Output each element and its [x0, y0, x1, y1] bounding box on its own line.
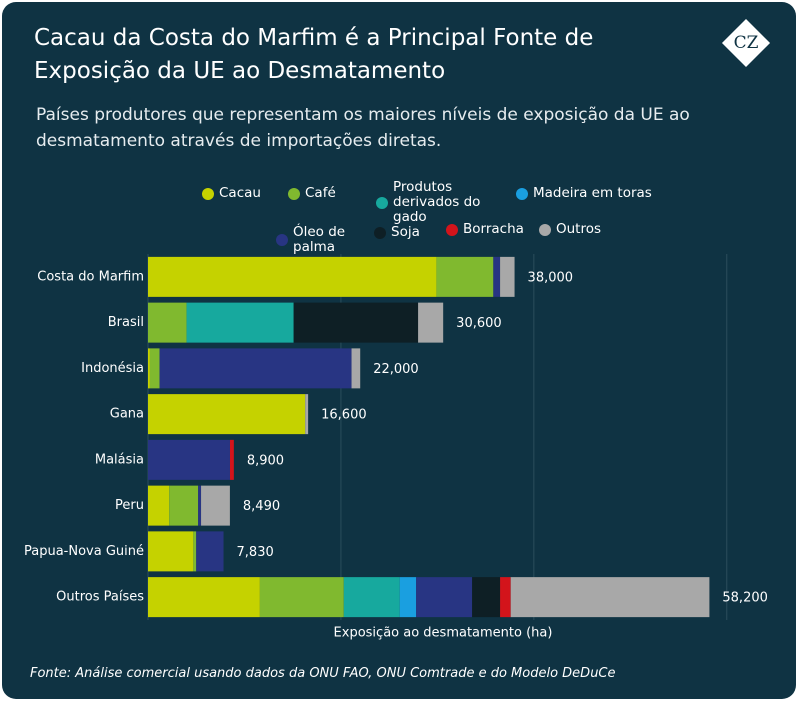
legend-swatch: [276, 234, 288, 246]
legend-item: Cacau: [202, 186, 261, 201]
total-label: 58,200: [722, 591, 768, 606]
legend-swatch: [539, 223, 551, 236]
bar-segment: [148, 348, 150, 389]
y-tick-label: Indonésia: [81, 361, 144, 376]
bar-segment: [169, 485, 199, 526]
bar-segment: [510, 577, 710, 618]
legend-label: Soja: [391, 224, 420, 240]
legend-label: Borracha: [463, 221, 524, 237]
legend-item: Produtos derivados do gado: [376, 180, 493, 225]
bar-segment: [201, 485, 230, 526]
bar-segment: [343, 577, 400, 618]
legend-item: Óleo de palma: [276, 225, 373, 255]
bar-segment: [148, 577, 260, 618]
legend-label: Produtos derivados do gado: [393, 179, 481, 225]
total-label: 22,000: [373, 362, 419, 377]
legend-item: Outros: [539, 222, 601, 237]
bar-segment: [500, 577, 511, 618]
logo-text: CZ: [733, 33, 759, 53]
y-tick-label: Costa do Marfim: [37, 269, 144, 284]
bar-segment: [148, 256, 437, 297]
y-tick-label: Gana: [110, 407, 144, 422]
legend-swatch: [376, 196, 388, 209]
y-tick-label: Outros Países: [56, 590, 144, 605]
bar-segment: [149, 348, 160, 389]
total-label: 38,000: [528, 270, 574, 285]
legend-swatch: [202, 187, 214, 200]
bar-segment: [148, 439, 230, 480]
bar-segment: [436, 256, 494, 297]
bar-segment: [259, 577, 344, 618]
total-label: 7,830: [237, 545, 274, 560]
source: Fonte: Análise comercial usando dados da…: [30, 666, 616, 681]
bar-segment: [229, 439, 234, 480]
legend-label: Madeira em toras: [533, 185, 652, 201]
bar-segment: [159, 348, 352, 389]
legend-swatch: [516, 187, 528, 200]
bar-segment: [193, 531, 197, 572]
bar-segment: [148, 302, 187, 343]
bar-segment: [305, 394, 309, 435]
legend-label: Óleo de palma: [293, 224, 346, 255]
legend-item: Borracha: [446, 222, 524, 237]
bar-segment: [148, 485, 170, 526]
y-tick-label: Malásia: [95, 452, 144, 467]
bar-segment: [500, 256, 515, 297]
total-label: 30,600: [456, 316, 502, 331]
bar-segment: [293, 302, 419, 343]
chart-subtitle: Países produtores que representam os mai…: [36, 105, 690, 151]
x-axis-label: Exposição ao desmatamento (ha): [334, 626, 553, 641]
bar-segment: [148, 531, 194, 572]
total-label: 16,600: [321, 408, 367, 423]
legend-item: Café: [288, 186, 336, 201]
legend-item: Soja: [374, 225, 420, 240]
y-tick-label: Brasil: [108, 315, 144, 330]
chart-title: Cacau da Costa do Marfim é a Principal F…: [34, 25, 594, 84]
bar-segment: [493, 256, 501, 297]
bar-segment: [148, 394, 306, 435]
bar-segment: [416, 577, 473, 618]
legend-swatch: [374, 226, 386, 239]
legend-swatch: [446, 223, 458, 236]
legend-label: Outros: [556, 221, 602, 237]
legend-item: Madeira em toras: [516, 186, 652, 201]
total-label: 8,490: [243, 499, 280, 514]
y-tick-label: Papua-Nova Guiné: [24, 544, 144, 559]
bar-segment: [351, 348, 361, 389]
legend-swatch: [288, 187, 300, 200]
bar-segment: [418, 302, 444, 343]
y-tick-label: Peru: [115, 498, 144, 513]
bar-segment: [399, 577, 417, 618]
bar-segment: [196, 531, 224, 572]
bar-segment: [472, 577, 501, 618]
bar-segment: [198, 485, 202, 526]
bar-segment: [186, 302, 294, 343]
legend-label: Cacau: [219, 185, 261, 201]
total-label: 8,900: [247, 453, 284, 468]
legend-label: Café: [305, 185, 336, 201]
